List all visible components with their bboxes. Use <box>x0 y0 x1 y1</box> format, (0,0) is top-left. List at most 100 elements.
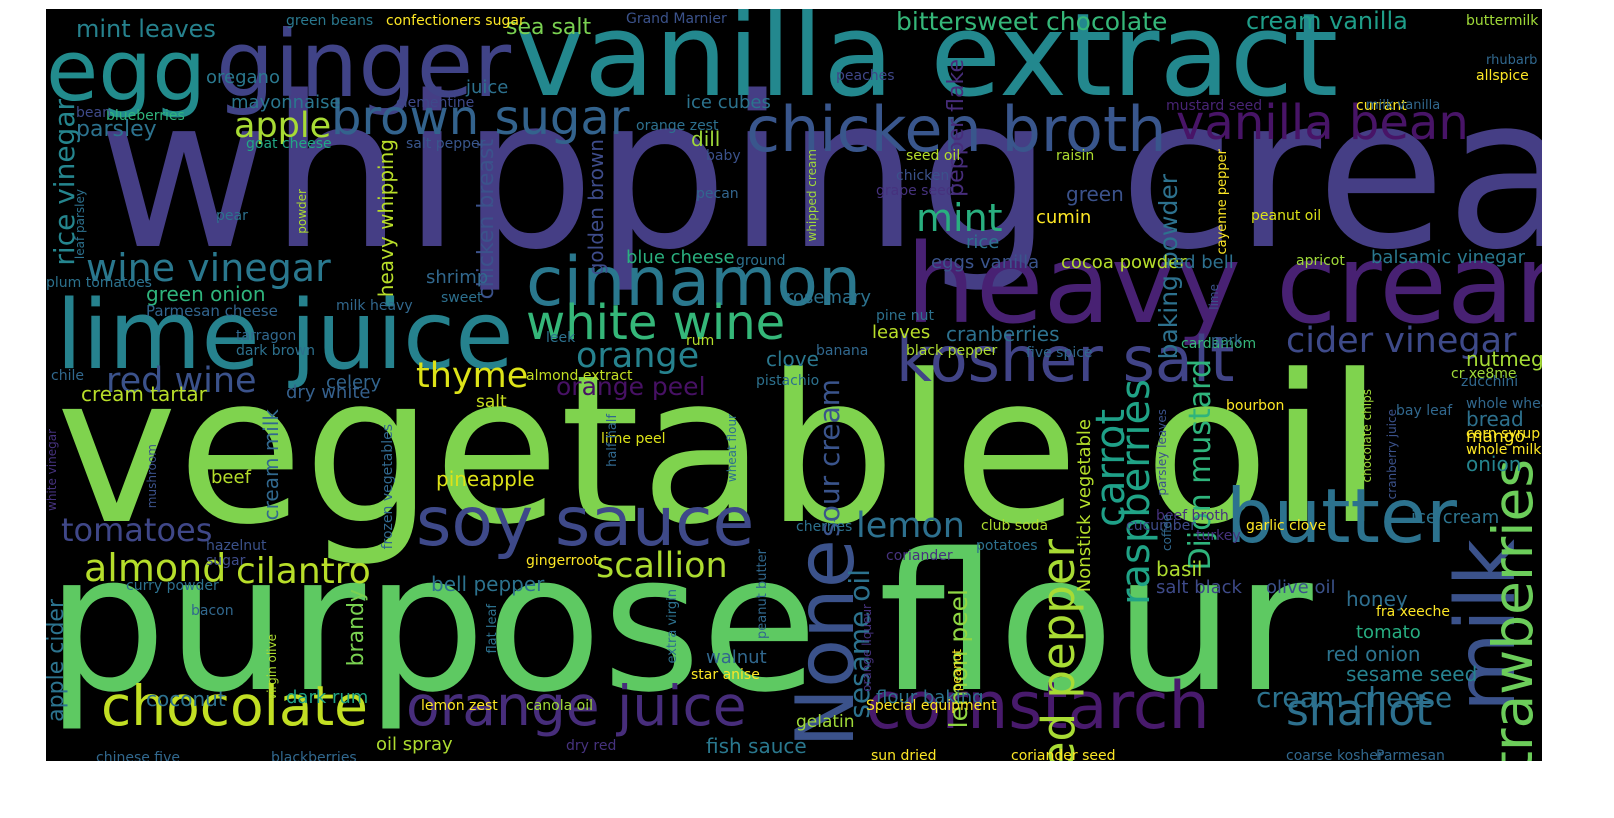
cloud-word: cilantro <box>236 551 371 592</box>
cloud-word: Nonstick vegetable <box>1074 419 1095 593</box>
cloud-word: juice <box>466 77 509 98</box>
cloud-word: confectioners sugar <box>386 13 525 29</box>
cloud-word: orange juice <box>406 674 747 738</box>
cloud-word: salt black <box>1156 577 1242 598</box>
cloud-word: sea salt <box>506 15 592 40</box>
cloud-word: milk vanilla <box>1366 98 1441 113</box>
cloud-word: peanut <box>950 649 964 692</box>
cloud-word: baby <box>706 148 741 164</box>
cloud-word: buttermilk <box>1466 13 1539 29</box>
cloud-word: rhubarb <box>1486 53 1538 68</box>
cloud-word: brown sugar <box>331 90 630 146</box>
cloud-word: cocoa powder <box>1061 252 1187 273</box>
cloud-word: bacon <box>191 603 234 619</box>
cloud-word: white wine <box>526 295 786 351</box>
cloud-word: lime peel <box>601 431 666 447</box>
cloud-word: ground <box>736 253 786 269</box>
cloud-word: turkey <box>1196 528 1241 544</box>
cloud-word: pork <box>1211 333 1243 349</box>
cloud-word: sun dried <box>871 748 937 761</box>
cloud-word: green <box>1066 182 1124 206</box>
cloud-word: tomatoes <box>61 511 213 549</box>
cloud-word: oregano <box>206 67 280 88</box>
cloud-word: orange zest <box>636 118 719 134</box>
cloud-word: gelatin <box>796 712 855 732</box>
cloud-word: mint <box>916 196 1003 240</box>
cloud-word: tarragon <box>236 328 297 344</box>
cloud-word: mint leaves <box>76 15 216 43</box>
cloud-word: pine nut <box>876 308 934 324</box>
cloud-word: grape seed <box>876 183 955 199</box>
cloud-word: Grand Marnier <box>626 11 727 27</box>
cloud-word: apple <box>234 106 332 146</box>
cloud-word: salt pepper <box>406 136 486 152</box>
cloud-word: cream milk <box>259 409 283 521</box>
cloud-word: coriander seed <box>1011 748 1116 761</box>
cloud-word: vegetable oil <box>56 332 1384 570</box>
cloud-word: lime <box>1207 284 1221 310</box>
cloud-word: egg <box>46 22 207 121</box>
cloud-word: bean <box>76 105 111 121</box>
cloud-word: ice cream <box>1411 507 1500 528</box>
cloud-word: curry powder <box>126 578 219 594</box>
cloud-word: tomato <box>1356 622 1421 643</box>
cloud-word: dark brown <box>236 343 316 359</box>
cloud-word: whipping cream <box>98 51 1542 296</box>
cloud-word: bread <box>1466 407 1524 431</box>
cloud-word: scallion <box>596 546 728 586</box>
cloud-word: Parmesan <box>1376 748 1445 761</box>
cloud-word: cayenne pepper <box>1215 149 1230 255</box>
cloud-word: whipped cream <box>805 149 819 242</box>
cloud-word: sour cream <box>813 379 846 537</box>
cloud-word: cucumber <box>1126 518 1197 534</box>
cloud-word: carrot <box>1088 409 1134 527</box>
cloud-word: wheat flour <box>725 414 739 483</box>
cloud-word: powder <box>295 189 309 234</box>
cloud-word: pepper flake <box>944 59 969 197</box>
cloud-word: pear <box>216 208 248 224</box>
cloud-word: wine vinegar <box>86 246 331 290</box>
cloud-word: mushroom <box>145 444 159 509</box>
cloud-word: goat cheese <box>246 136 332 152</box>
cloud-word: frozen vegetables <box>380 424 396 550</box>
cloud-word: chocolate <box>101 674 369 738</box>
cloud-word: ginger <box>216 11 512 118</box>
cloud-word: cardamom <box>1181 336 1257 352</box>
cloud-word: leek <box>546 330 576 346</box>
cloud-word: cornstarch <box>866 669 1210 744</box>
cloud-word: beef <box>211 467 251 488</box>
cloud-word: walnut <box>706 647 767 668</box>
cloud-word: dark rum <box>286 687 369 708</box>
cloud-word: almond extract <box>526 368 633 384</box>
cloud-word: salt <box>476 392 507 412</box>
cloud-word: whole wheat <box>1466 396 1542 412</box>
cloud-word: potatoes <box>976 538 1038 554</box>
cloud-word: virgin olive <box>265 634 279 701</box>
cloud-word: garlic clove <box>1246 518 1327 534</box>
cloud-word: purpose flour <box>46 513 1313 734</box>
cloud-word: red bell <box>1166 252 1234 273</box>
cloud-word: fra xeeche <box>1376 604 1450 620</box>
cloud-word: chocolate chips <box>1360 389 1374 483</box>
cloud-word: lemon <box>856 506 965 546</box>
cloud-word: flat leaf <box>485 604 500 654</box>
cloud-word: eggs vanilla <box>931 252 1040 273</box>
cloud-word: allspice <box>1476 68 1529 84</box>
cloud-word: club soda <box>981 518 1049 534</box>
cloud-word: vanilla bean <box>1176 95 1469 151</box>
cloud-word: apricot <box>1296 253 1345 269</box>
cloud-word: flour baking <box>876 687 984 708</box>
cloud-word: five spice <box>1026 345 1093 361</box>
cloud-word: blueberries <box>106 108 185 124</box>
cloud-word: cinnamon <box>526 243 862 322</box>
cloud-word: leaves <box>872 322 931 343</box>
cloud-word: leaf parsley <box>73 189 87 260</box>
cloud-word: raisin <box>1056 148 1095 164</box>
cloud-word: rum <box>686 333 715 349</box>
cloud-word: whole milk <box>1466 442 1542 458</box>
cloud-word: star anise <box>691 667 760 683</box>
cloud-word: beef broth <box>1156 508 1229 524</box>
cloud-word: golden brown <box>584 139 608 276</box>
cloud-word: peanut oil <box>1251 208 1322 224</box>
